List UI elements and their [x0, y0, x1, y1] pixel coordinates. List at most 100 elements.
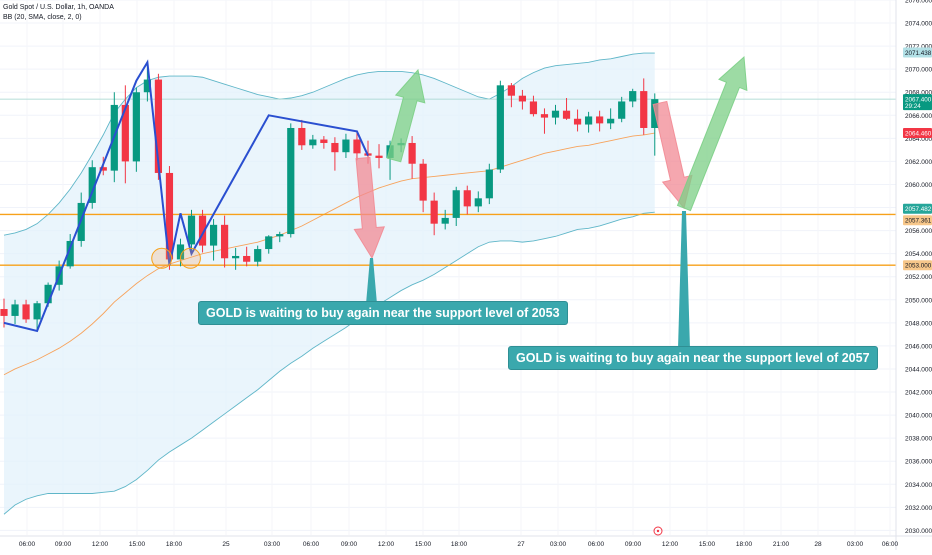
candle-body [187, 215, 196, 245]
last-price-tag-bg [903, 94, 932, 111]
candle-body [474, 198, 482, 207]
arrow-down-1 [353, 156, 386, 260]
last-price-tag-countdown: 29:24 [905, 103, 921, 110]
basis-tag: 2064.460 [905, 131, 932, 138]
time-tick-label: 18:00 [166, 541, 183, 548]
price-tick-label: 2056.000 [905, 228, 932, 235]
price-tick-label: 2038.000 [905, 436, 932, 443]
candle [629, 88, 637, 108]
candle [11, 299, 19, 324]
candle [485, 163, 493, 205]
candle [320, 136, 328, 149]
price-tick-label: 2060.000 [905, 182, 932, 189]
price-tick-label: 2046.000 [905, 343, 932, 350]
candle [121, 85, 129, 184]
support-touch-circle [179, 247, 201, 269]
symbol-title: Gold Spot / U.S. Dollar, 1h, OANDA [3, 4, 114, 11]
candle-body [198, 215, 207, 246]
candle-body [99, 167, 107, 171]
candle-body [22, 304, 30, 320]
candle-body [287, 127, 295, 235]
candle [0, 298, 8, 328]
candle [375, 144, 383, 169]
candle [342, 133, 350, 158]
arrow-up-1 [386, 68, 426, 163]
candle-body [33, 303, 41, 320]
time-tick-label: 09:00 [625, 541, 642, 548]
price-tick-label: 2054.000 [905, 251, 932, 258]
candle-body [276, 234, 284, 237]
price-tick-label: 2066.000 [905, 113, 932, 120]
time-tick-label: 09:00 [55, 541, 72, 548]
time-tick-label: 15:00 [415, 541, 432, 548]
candle-body [596, 116, 604, 124]
time-tick-label: 28 [814, 541, 822, 548]
time-tick-label: 18:00 [451, 541, 468, 548]
candle [607, 108, 615, 130]
chart-legend: Gold Spot / U.S. Dollar, 1h, OANDA BB (2… [3, 3, 114, 23]
candle-body [408, 142, 416, 164]
time-tick-label: 03:00 [264, 541, 281, 548]
price-tick-label: 2074.000 [905, 21, 932, 28]
candle [254, 245, 262, 267]
candle [232, 247, 240, 270]
price-tick-label: 2034.000 [905, 482, 932, 489]
candle-body [121, 104, 129, 162]
basis-tag-bg [903, 128, 932, 139]
candle [640, 78, 648, 135]
candle [276, 231, 284, 243]
candle-body [507, 85, 515, 96]
event-marker-dot [656, 529, 660, 533]
candle [496, 80, 504, 173]
support-levels [0, 98, 896, 266]
candle [132, 87, 140, 172]
candle [584, 111, 593, 133]
support-upper-tag: 2057.482 [905, 206, 932, 213]
candle [309, 134, 317, 149]
time-tick-label: 18:00 [736, 541, 753, 548]
candle [441, 209, 449, 230]
candle-body [66, 240, 74, 267]
time-tick-label: 25 [222, 541, 230, 548]
candle [265, 235, 273, 254]
candle-body [254, 249, 262, 262]
callout-support-2057: GOLD is waiting to buy again near the su… [508, 346, 878, 370]
price-tick-label: 2064.000 [905, 136, 932, 143]
time-tick-label: 06:00 [882, 541, 899, 548]
candle-body [143, 79, 151, 93]
support-touch-circle [151, 247, 173, 269]
candle-body [353, 139, 361, 154]
candle [331, 137, 339, 171]
candle-body [640, 91, 648, 128]
price-tick-label: 2068.000 [905, 90, 932, 97]
candle [198, 209, 207, 253]
candle [243, 246, 251, 267]
price-tick-label: 2030.000 [905, 528, 932, 535]
time-tick-label: 06:00 [19, 541, 36, 548]
price-tick-label: 2042.000 [905, 390, 932, 397]
candle-body [607, 118, 615, 124]
candle [452, 186, 460, 226]
price-tick-label: 2036.000 [905, 459, 932, 466]
time-tick-label: 15:00 [129, 541, 146, 548]
candle-body [88, 167, 96, 203]
candle [419, 159, 427, 213]
candle-body [132, 92, 140, 162]
candle [209, 219, 218, 261]
candle-body [165, 172, 174, 260]
price-tick-label: 2044.000 [905, 366, 932, 373]
callout-support-2053: GOLD is waiting to buy again near the su… [198, 301, 568, 325]
candle-body [562, 110, 571, 119]
candle-body [342, 139, 350, 153]
candle [507, 83, 515, 108]
candle [474, 191, 482, 213]
candle-body [331, 142, 339, 153]
upper-band-tag-bg [903, 47, 932, 58]
candle [287, 123, 295, 238]
candle [33, 300, 41, 331]
candle [618, 96, 626, 123]
candle-body [551, 110, 560, 118]
last-price-tag: 2067.400 [905, 97, 932, 104]
